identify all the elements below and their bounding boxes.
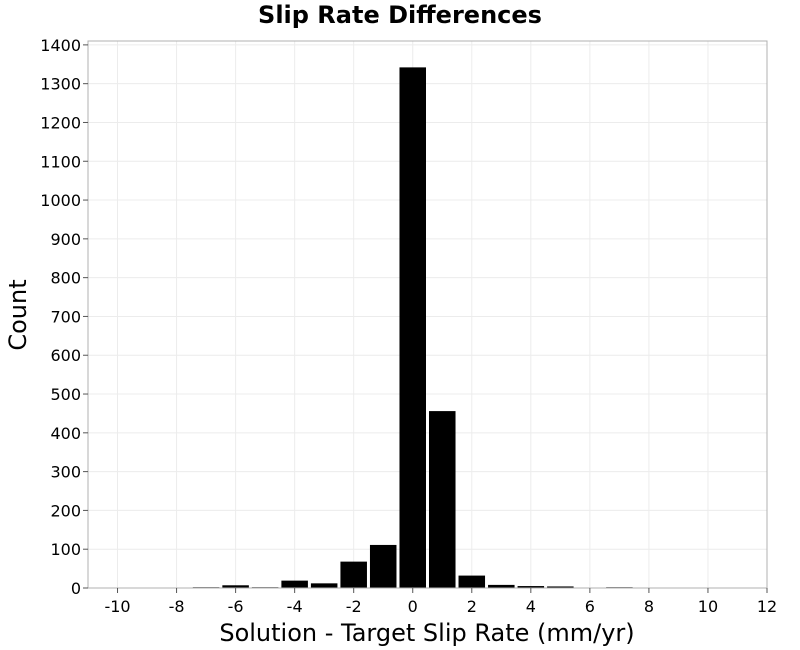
y-tick-label: 800: [50, 269, 81, 288]
histogram-bar: [222, 585, 249, 588]
histogram-bars: [192, 67, 633, 589]
y-tick-label: 700: [50, 307, 81, 326]
x-tick-label: 2: [467, 597, 477, 616]
x-tick-label: 12: [757, 597, 777, 616]
x-axis-label: Solution - Target Slip Rate (mm/yr): [219, 619, 634, 647]
y-tick-label: 100: [50, 540, 81, 559]
histogram-bar: [547, 586, 574, 588]
x-tick-label: 8: [644, 597, 654, 616]
histogram-bar: [281, 580, 308, 588]
histogram-bar: [399, 67, 426, 589]
histogram-bar: [340, 561, 367, 588]
y-tick-label: 400: [50, 424, 81, 443]
x-tick-label: 4: [526, 597, 536, 616]
y-tick-label: 1200: [40, 113, 81, 132]
plot-area-frame: [87, 40, 768, 589]
y-tick-label: 1400: [40, 36, 81, 55]
x-axis-ticks: -10 -8 -6 -4 -2 0 2 4 6 8 10 12: [104, 588, 777, 616]
y-tick-label: 0: [71, 579, 81, 598]
histogram-bar: [429, 411, 456, 588]
y-tick-label: 300: [50, 463, 81, 482]
x-tick-label: -6: [228, 597, 244, 616]
x-tick-label: -8: [169, 597, 185, 616]
x-tick-label: -2: [346, 597, 362, 616]
histogram-bar: [488, 584, 515, 588]
y-tick-label: 200: [50, 501, 81, 520]
y-tick-label: 1000: [40, 191, 81, 210]
y-tick-label: 1100: [40, 152, 81, 171]
grid-lines: [88, 41, 768, 589]
chart-title: Slip Rate Differences: [258, 1, 542, 29]
histogram-bar: [517, 586, 545, 588]
x-tick-label: -10: [104, 597, 130, 616]
y-tick-label: 900: [50, 230, 81, 249]
x-tick-label: 0: [408, 597, 418, 616]
x-tick-label: 6: [585, 597, 595, 616]
histogram-bar: [458, 575, 486, 588]
x-tick-label: 10: [698, 597, 718, 616]
y-axis-label: Count: [4, 279, 32, 350]
y-tick-label: 1300: [40, 75, 81, 94]
histogram-bar: [369, 544, 397, 588]
y-tick-label: 600: [50, 346, 81, 365]
x-tick-label: -4: [287, 597, 303, 616]
histogram-bar: [310, 583, 338, 588]
y-axis-ticks: 0 100 200 300 400 500 600 700 800 900 1000 1100 1200…: [40, 36, 88, 598]
y-tick-label: 500: [50, 385, 81, 404]
